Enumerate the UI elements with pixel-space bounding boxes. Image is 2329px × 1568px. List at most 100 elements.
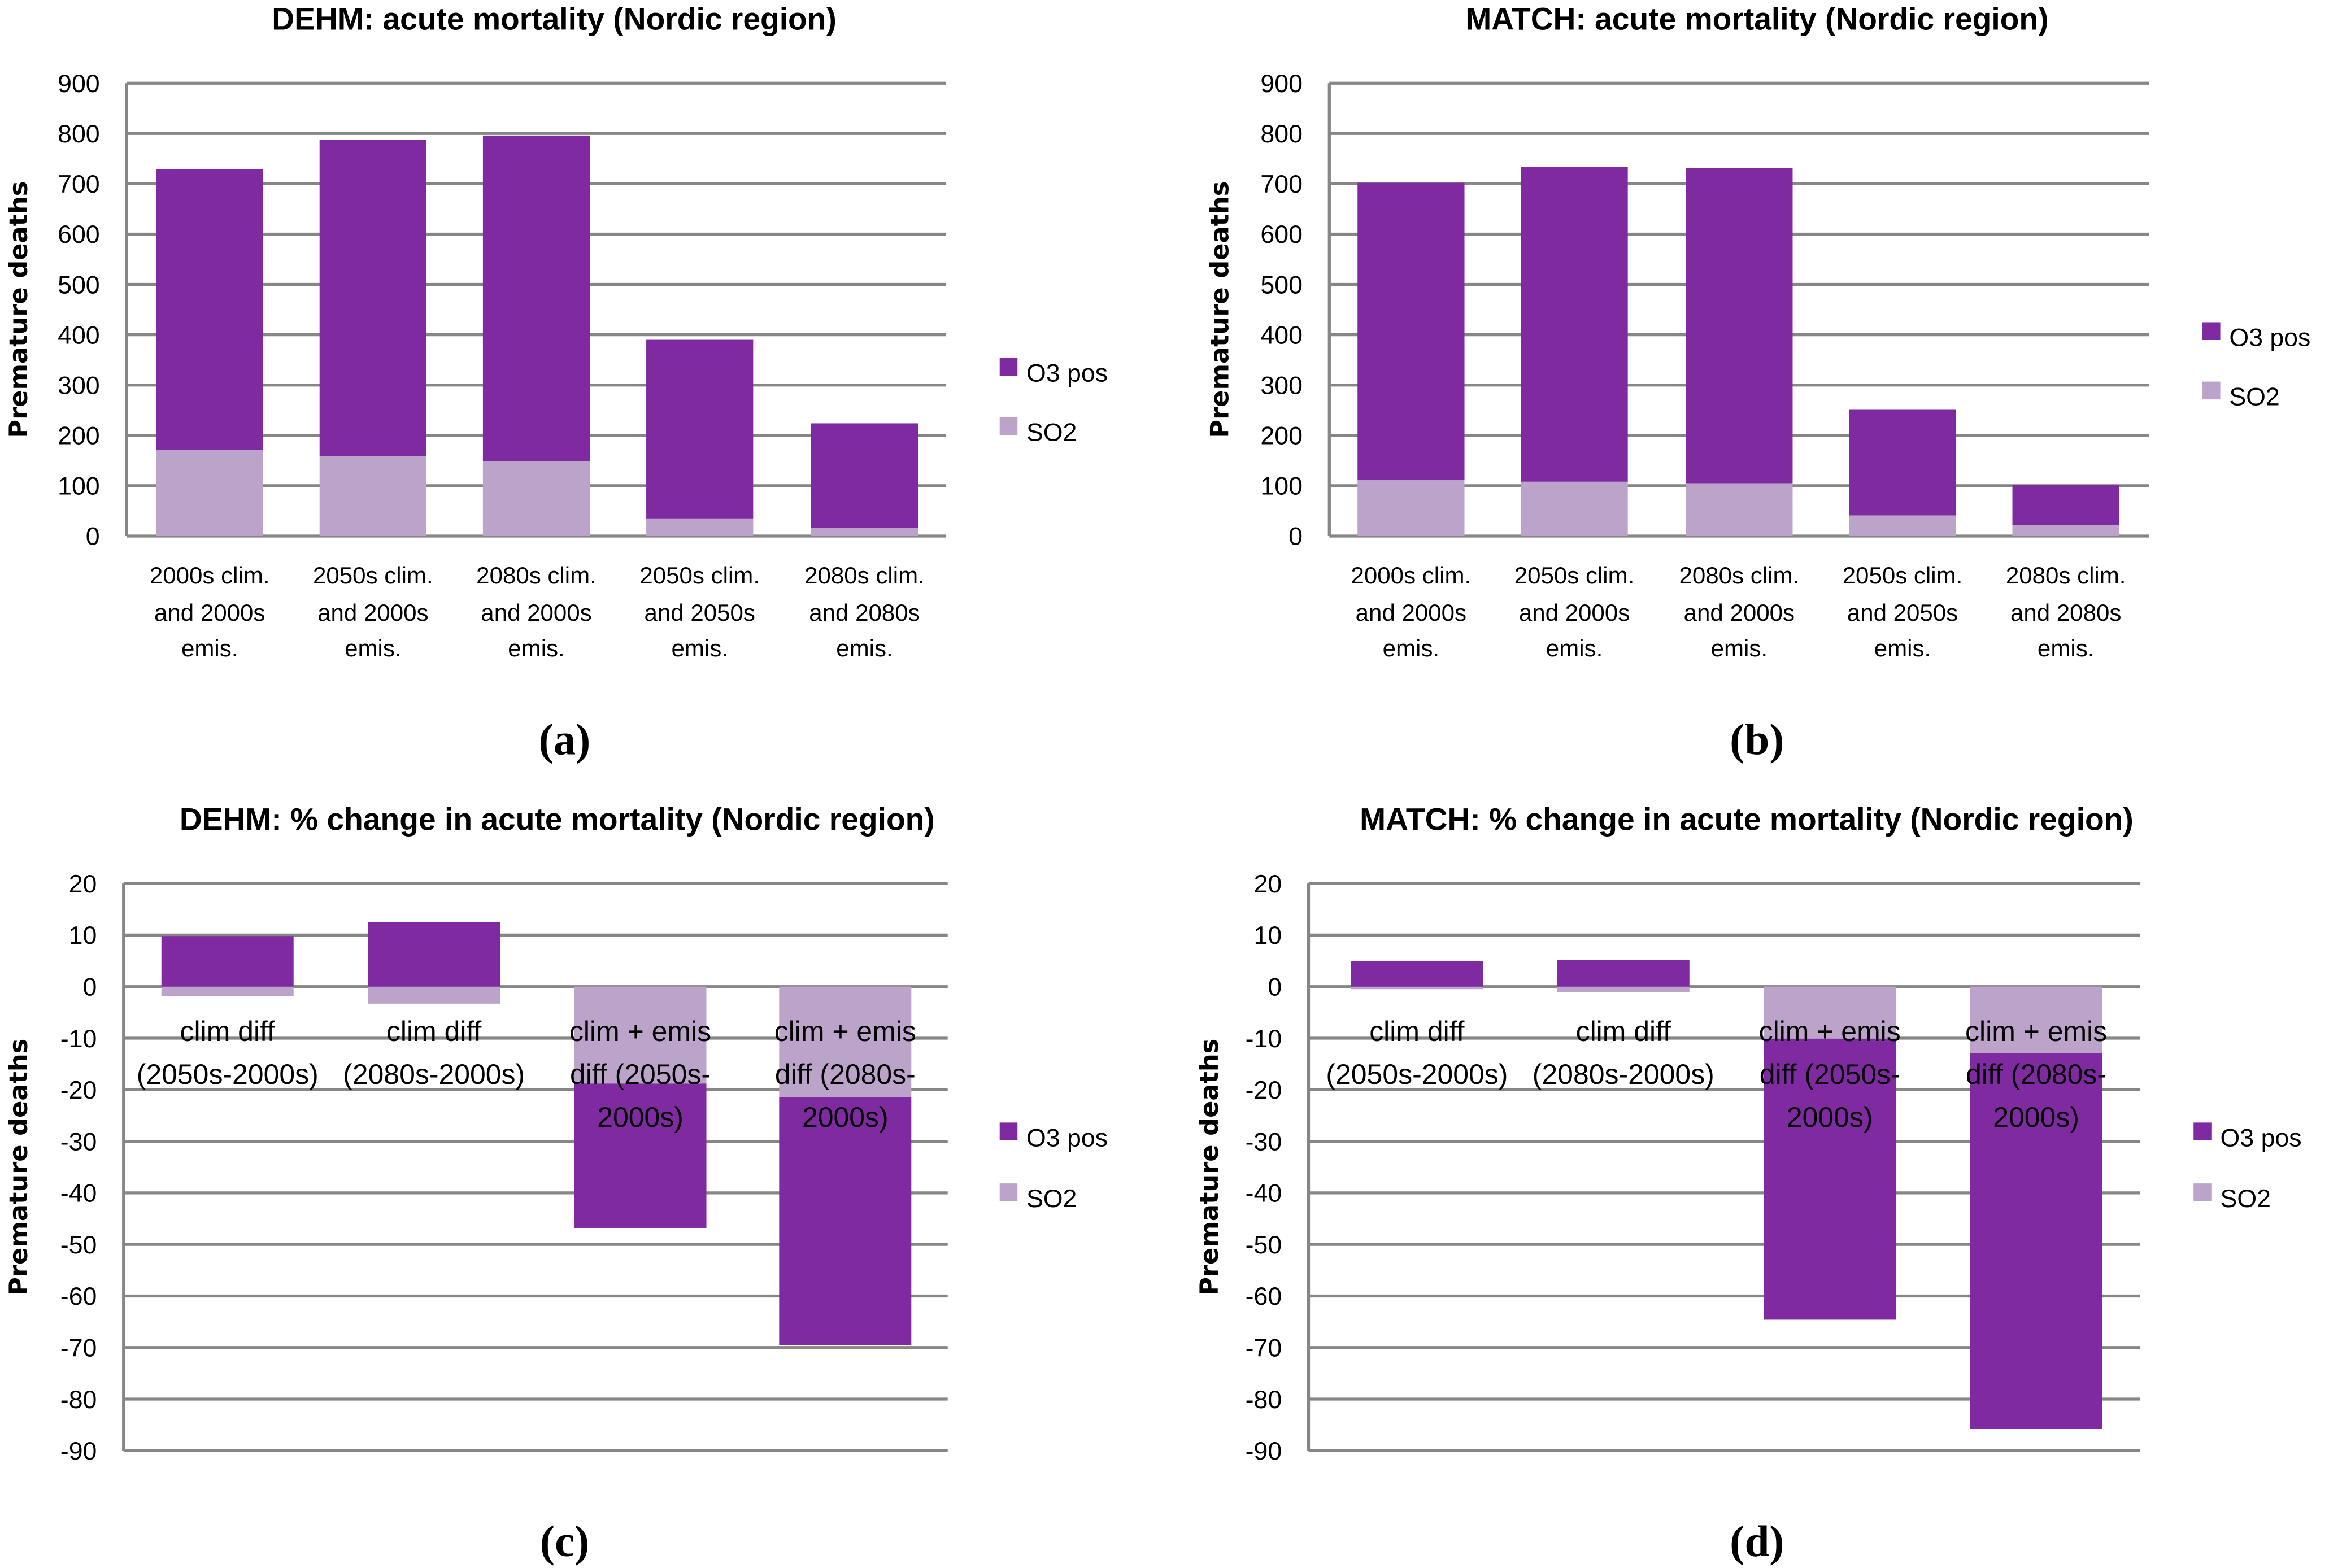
bar-o3-pos bbox=[368, 922, 500, 987]
y-tick-label: 300 bbox=[1260, 372, 1303, 400]
x-tick-label: diff (2080s- bbox=[775, 1059, 916, 1090]
x-tick-label: (2050s-2000s) bbox=[137, 1059, 319, 1090]
x-tick-label: 2080s clim. bbox=[476, 562, 597, 589]
bar-so2 bbox=[161, 986, 294, 996]
x-tick-label: emis. bbox=[1383, 635, 1439, 661]
bar-so2 bbox=[156, 450, 263, 536]
bar-o3-pos bbox=[1521, 167, 1628, 482]
x-tick-label: emis. bbox=[1874, 635, 1931, 661]
y-axis-label: Premature deaths bbox=[4, 181, 33, 438]
bar-so2 bbox=[319, 456, 426, 536]
x-tick-label: clim + emis bbox=[774, 1016, 916, 1047]
x-tick-label: 2050s clim. bbox=[1843, 562, 1963, 589]
bar-so2 bbox=[482, 461, 590, 536]
y-tick-label: -30 bbox=[60, 1128, 97, 1156]
bar-o3-pos bbox=[1970, 1053, 2102, 1429]
x-tick-label: 2050s clim. bbox=[313, 562, 433, 589]
y-tick-label: 200 bbox=[1260, 423, 1303, 450]
x-tick-label: clim + emis bbox=[569, 1016, 711, 1047]
x-tick-label: 2050s clim. bbox=[639, 562, 760, 589]
x-tick-label: 2000s clim. bbox=[1351, 562, 1472, 589]
x-tick-label: 2000s) bbox=[1787, 1101, 1873, 1133]
x-tick-label: 2000s) bbox=[597, 1101, 684, 1133]
legend-label: SO2 bbox=[1026, 419, 1077, 447]
bar-so2 bbox=[1764, 986, 1896, 1039]
bar-o3-pos bbox=[1849, 409, 1956, 516]
x-tick-label: 2080s clim. bbox=[1679, 562, 1800, 589]
chart-title: DEHM: acute mortality (Nordic region) bbox=[272, 2, 837, 37]
x-tick-label: emis. bbox=[836, 635, 893, 661]
y-axis-label: Premature deaths bbox=[1205, 181, 1235, 438]
bar-so2 bbox=[368, 986, 500, 1004]
chart-panel-c: DEHM: % change in acute mortality (Nordi… bbox=[4, 802, 1108, 1566]
y-tick-label: -20 bbox=[60, 1077, 97, 1104]
x-tick-label: 2000s) bbox=[802, 1101, 889, 1133]
y-tick-label: 0 bbox=[1268, 973, 1282, 1001]
y-tick-label: -70 bbox=[60, 1335, 97, 1362]
legend-swatch bbox=[2193, 1183, 2212, 1201]
x-tick-label: 2000s clim. bbox=[150, 562, 270, 589]
legend-label: O3 pos bbox=[2229, 324, 2310, 352]
x-tick-label: and 2000s bbox=[1684, 599, 1795, 626]
legend-swatch bbox=[999, 417, 1018, 435]
x-tick-label: clim diff bbox=[386, 1016, 481, 1047]
y-tick-label: -70 bbox=[1246, 1335, 1282, 1362]
x-tick-label: diff (2080s- bbox=[1966, 1059, 2106, 1090]
y-tick-label: 800 bbox=[1260, 120, 1303, 148]
bar-o3-pos bbox=[779, 1097, 912, 1345]
legend-label: SO2 bbox=[2229, 384, 2279, 411]
y-tick-label: -90 bbox=[1246, 1438, 1282, 1465]
x-tick-label: emis. bbox=[181, 635, 238, 661]
chart-title: DEHM: % change in acute mortality (Nordi… bbox=[180, 802, 935, 837]
chart-panel-d: MATCH: % change in acute mortality (Nord… bbox=[1195, 802, 2301, 1566]
bar-so2 bbox=[574, 986, 707, 1084]
y-tick-label: -60 bbox=[1246, 1283, 1282, 1310]
legend-swatch bbox=[999, 358, 1018, 376]
x-tick-label: emis. bbox=[508, 635, 564, 661]
y-axis-label: Premature deaths bbox=[4, 1039, 33, 1296]
y-tick-label: 500 bbox=[1260, 271, 1303, 299]
y-tick-label: 20 bbox=[1253, 870, 1282, 898]
bar-o3-pos bbox=[482, 135, 590, 461]
x-tick-label: emis. bbox=[671, 635, 728, 661]
x-tick-label: (2050s-2000s) bbox=[1326, 1059, 1508, 1090]
bar-o3-pos bbox=[1686, 168, 1793, 484]
bar-so2 bbox=[646, 518, 754, 536]
x-tick-label: and 2080s bbox=[2010, 599, 2121, 626]
bar-o3-pos bbox=[2012, 485, 2119, 525]
y-tick-label: -30 bbox=[1246, 1128, 1282, 1156]
legend-label: SO2 bbox=[1026, 1185, 1077, 1213]
x-tick-label: clim diff bbox=[180, 1016, 275, 1047]
y-tick-label: 10 bbox=[69, 922, 97, 949]
y-tick-label: 20 bbox=[69, 870, 97, 898]
bar-o3-pos bbox=[811, 423, 918, 528]
y-tick-label: 600 bbox=[58, 221, 100, 249]
legend-swatch bbox=[2202, 322, 2221, 340]
x-tick-label: emis. bbox=[1546, 635, 1603, 661]
y-tick-label: -20 bbox=[1246, 1077, 1282, 1104]
x-tick-label: (2080s-2000s) bbox=[343, 1059, 525, 1090]
y-tick-label: 100 bbox=[1260, 473, 1303, 500]
y-tick-label: 0 bbox=[86, 523, 100, 551]
bar-o3-pos bbox=[574, 1083, 707, 1228]
x-tick-label: and 2050s bbox=[644, 599, 755, 626]
bar-o3-pos bbox=[1557, 960, 1690, 987]
y-tick-label: 600 bbox=[1260, 221, 1303, 249]
panel-caption: (d) bbox=[1730, 1517, 1784, 1566]
y-tick-label: 400 bbox=[1260, 321, 1303, 349]
y-tick-label: -40 bbox=[60, 1180, 97, 1208]
legend-swatch bbox=[999, 1183, 1018, 1201]
y-tick-label: -10 bbox=[60, 1025, 97, 1053]
x-tick-label: clim diff bbox=[1576, 1016, 1671, 1047]
y-tick-label: 10 bbox=[1253, 922, 1282, 949]
x-tick-label: emis. bbox=[2038, 635, 2094, 661]
x-tick-label: diff (2050s- bbox=[1760, 1059, 1900, 1090]
y-tick-label: 900 bbox=[1260, 70, 1303, 98]
y-tick-label: -50 bbox=[60, 1231, 97, 1259]
bar-so2 bbox=[2012, 525, 2119, 536]
x-tick-label: and 2000s bbox=[1519, 599, 1630, 626]
x-tick-label: emis. bbox=[1711, 635, 1768, 661]
bar-so2 bbox=[1970, 986, 2102, 1053]
bar-so2 bbox=[811, 528, 918, 536]
y-tick-label: 300 bbox=[58, 372, 100, 400]
